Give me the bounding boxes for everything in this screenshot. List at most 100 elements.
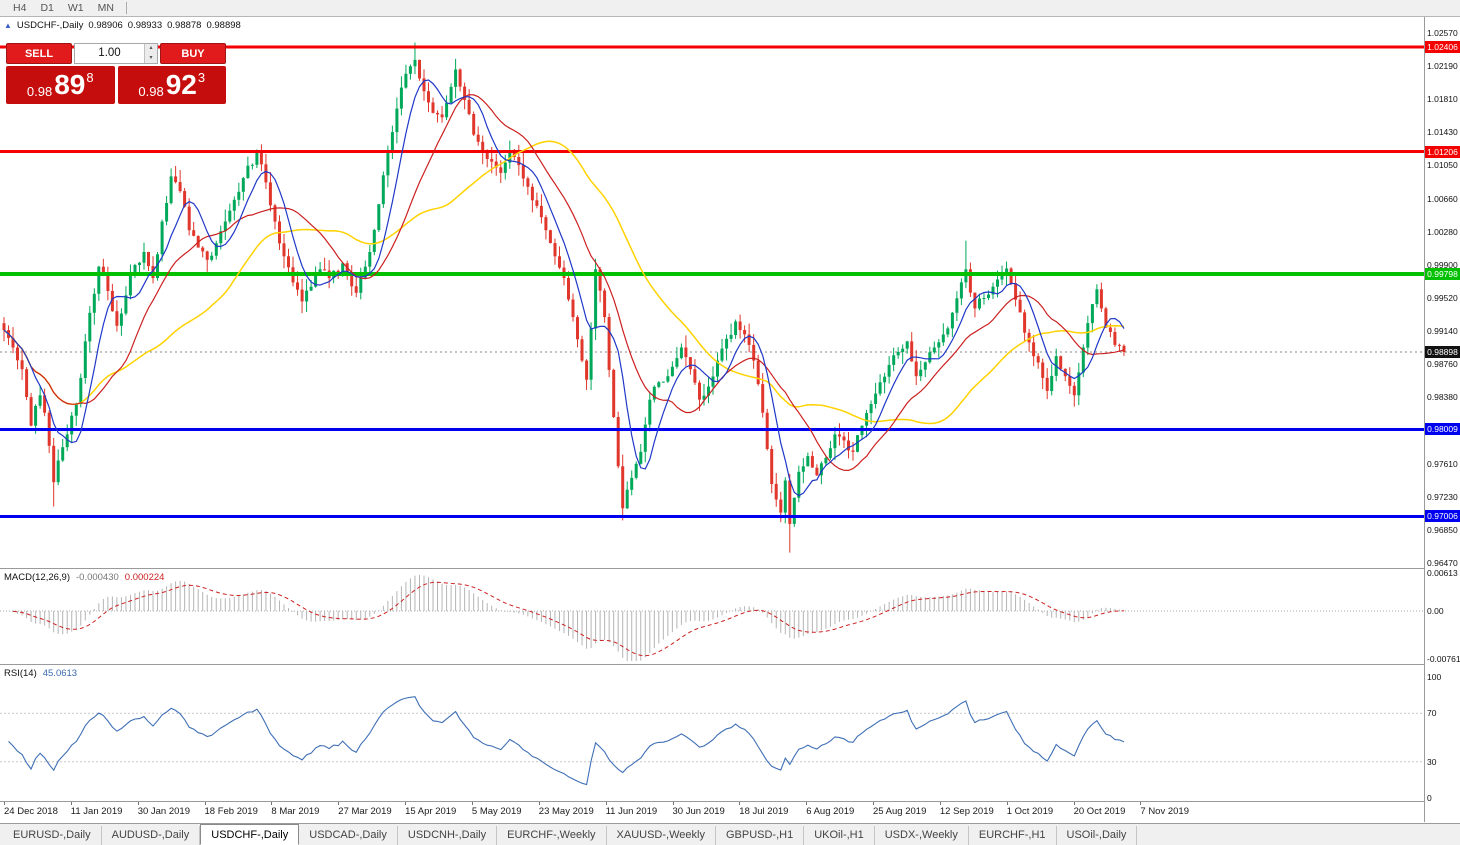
bull-candle-body bbox=[228, 210, 232, 222]
bull-candle-body bbox=[978, 298, 981, 309]
time-axis-tick bbox=[4, 802, 5, 805]
bear-candle-body bbox=[296, 282, 299, 290]
timeframe-button-mn[interactable]: MN bbox=[97, 1, 114, 14]
time-axis[interactable]: 24 Dec 2018 11 Jan 2019 30 Jan 2019 18 Feb … bbox=[0, 802, 1424, 822]
bull-candle-body bbox=[56, 460, 60, 483]
bear-candle-body bbox=[345, 263, 349, 275]
sell-button[interactable]: SELL bbox=[6, 43, 72, 64]
chart-tab-eurchf-h1[interactable]: EURCHF-,H1 bbox=[969, 826, 1057, 845]
up-triangle-icon: ▲ bbox=[4, 21, 12, 30]
price-axis-label: 1.02190 bbox=[1427, 61, 1458, 71]
volume-down-button[interactable]: ▾ bbox=[145, 53, 157, 63]
bear-candle-body bbox=[431, 102, 435, 113]
bear-candle-body bbox=[535, 200, 539, 206]
bull-candle-body bbox=[996, 279, 999, 287]
buy-button[interactable]: BUY bbox=[160, 43, 226, 64]
bull-candle-body bbox=[955, 298, 959, 313]
price-axis[interactable]: 1.02570 1.02190 1.01810 1.01430 1.01050 1.006… bbox=[1425, 17, 1460, 822]
bull-candle-body bbox=[959, 282, 963, 299]
bear-candle-body bbox=[110, 291, 114, 312]
price-axis-label: 1.01810 bbox=[1427, 94, 1458, 104]
main-chart-panel[interactable]: ▲ USDCHF-,Daily 0.98906 0.98933 0.98878 … bbox=[0, 17, 1424, 568]
bear-candle-body bbox=[287, 256, 290, 268]
bear-candle-body bbox=[788, 480, 792, 524]
bull-candle-body bbox=[666, 376, 670, 382]
chart-tab-ukoil-h1[interactable]: UKOil-,H1 bbox=[804, 826, 875, 845]
bull-candle-body bbox=[720, 348, 724, 361]
chart-tab-eurusd-daily[interactable]: EURUSD-,Daily bbox=[3, 826, 102, 845]
bear-candle-body bbox=[544, 217, 548, 231]
chart-tab-usdchf-daily[interactable]: USDCHF-,Daily bbox=[200, 824, 300, 845]
volume-value[interactable]: 1.00 bbox=[98, 47, 121, 59]
bull-candle-body bbox=[639, 451, 643, 464]
bull-candle-body bbox=[74, 404, 78, 416]
bear-candle-body bbox=[1023, 312, 1027, 333]
bear-candle-body bbox=[752, 344, 756, 361]
bull-candle-body bbox=[219, 231, 223, 244]
bull-candle-body bbox=[874, 393, 878, 404]
bull-candle-body bbox=[734, 321, 738, 335]
bull-candle-body bbox=[670, 366, 674, 377]
chart-tab-audusd-daily[interactable]: AUDUSD-,Daily bbox=[102, 826, 201, 845]
bull-candle-body bbox=[1090, 304, 1094, 324]
time-axis-tick bbox=[739, 802, 741, 805]
bear-candle-body bbox=[336, 270, 340, 273]
bear-candle-body bbox=[106, 274, 110, 291]
bull-candle-body bbox=[806, 456, 810, 467]
macd-main-value: -0.000430 bbox=[76, 572, 119, 583]
timeframe-button-h4[interactable]: H4 bbox=[13, 1, 27, 14]
bull-candle-body bbox=[1095, 289, 1099, 305]
chart-tab-usdcnh-daily[interactable]: USDCNH-,Daily bbox=[398, 826, 498, 845]
volume-control[interactable]: 1.00 ▴ ▾ bbox=[74, 43, 158, 64]
panel-divider bbox=[0, 801, 1460, 802]
timeframe-button-w1[interactable]: W1 bbox=[67, 1, 84, 14]
chart-tab-xauusd-weekly[interactable]: XAUUSD-,Weekly bbox=[607, 826, 716, 845]
chart-tab-eurchf-weekly[interactable]: EURCHF-,Weekly bbox=[497, 826, 607, 845]
chart-tab-usoil-daily[interactable]: USOil-,Daily bbox=[1057, 826, 1138, 845]
bull-candle-body bbox=[223, 221, 227, 232]
timeframe-button-d1[interactable]: D1 bbox=[40, 1, 54, 14]
bull-candle-body bbox=[928, 352, 932, 363]
bear-candle-body bbox=[1009, 268, 1013, 284]
bull-candle-body bbox=[34, 405, 38, 426]
bear-candle-body bbox=[910, 341, 914, 362]
panel-divider[interactable] bbox=[0, 568, 1460, 569]
bull-candle-body bbox=[824, 457, 828, 464]
volume-up-button[interactable]: ▴ bbox=[145, 44, 157, 54]
bull-candle-body bbox=[594, 269, 598, 329]
bull-candle-body bbox=[702, 395, 706, 400]
bull-candle-body bbox=[937, 342, 941, 348]
bear-candle-body bbox=[205, 251, 209, 260]
bull-candle-body bbox=[503, 162, 507, 173]
chart-tab-usdx-weekly[interactable]: USDX-,Weekly bbox=[875, 826, 969, 845]
bull-candle-body bbox=[1000, 273, 1004, 280]
bear-candle-body bbox=[1041, 362, 1045, 378]
bear-candle-body bbox=[201, 247, 205, 252]
chart-tab-usdcad-daily[interactable]: USDCAD-,Daily bbox=[299, 826, 398, 845]
time-axis-tick bbox=[873, 802, 874, 805]
chart-tab-gbpusd-h1[interactable]: GBPUSD-,H1 bbox=[716, 826, 805, 845]
rsi-title: RSI(14) bbox=[4, 668, 37, 679]
rsi-axis-label: 0 bbox=[1427, 793, 1432, 803]
price-axis-label: 1.01430 bbox=[1427, 127, 1458, 137]
bear-candle-body bbox=[774, 483, 778, 500]
bull-candle-body bbox=[386, 152, 390, 176]
bull-candle-body bbox=[657, 382, 661, 387]
price-axis-label: 0.97230 bbox=[1427, 492, 1458, 502]
bull-candle-body bbox=[142, 252, 146, 263]
bear-candle-body bbox=[481, 141, 485, 153]
price-axis-label: 0.96850 bbox=[1427, 525, 1458, 535]
bear-candle-body bbox=[914, 361, 918, 377]
bear-candle-body bbox=[512, 150, 516, 157]
bear-candle-body bbox=[539, 205, 543, 218]
bear-candle-body bbox=[1068, 376, 1072, 386]
time-axis-label: 7 Nov 2019 bbox=[1140, 806, 1189, 817]
macd-indicator-panel: MACD(12,26,9) -0.000430 0.000224 bbox=[0, 569, 1424, 664]
bull-candle-body bbox=[88, 312, 92, 342]
bear-candle-body bbox=[526, 178, 530, 187]
time-axis-tick bbox=[137, 802, 139, 805]
bull-candle-body bbox=[241, 178, 245, 192]
time-axis-tick bbox=[338, 802, 340, 805]
panel-divider[interactable] bbox=[0, 664, 1460, 665]
bull-candle-body bbox=[250, 164, 254, 166]
